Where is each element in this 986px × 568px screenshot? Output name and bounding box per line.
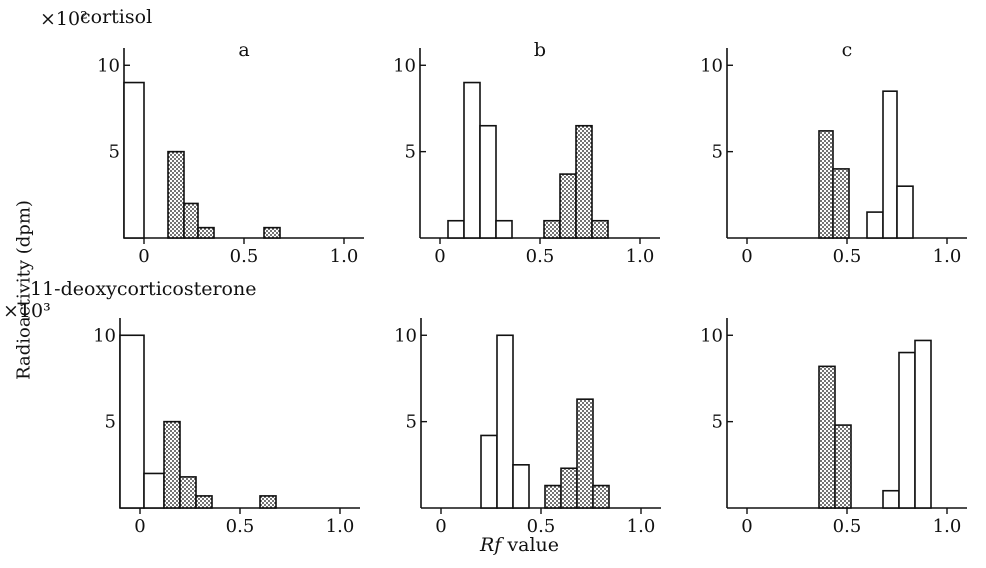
y-tick-label: 5 [405, 142, 416, 163]
histogram-bar-open [123, 81, 145, 239]
histogram-bar-open [882, 90, 898, 239]
x-axis-label: Rf value [480, 534, 559, 556]
y-axis-label: Radioactivity (dpm) [13, 200, 35, 380]
y-tick-label: 10 [394, 325, 417, 346]
x-tick-label: 0.5 [527, 516, 556, 537]
x-tick-label: 0 [741, 246, 752, 267]
histogram-bar-open [143, 472, 165, 509]
histogram-bar-shaded [832, 168, 850, 239]
panel-title: a [238, 39, 249, 61]
histogram-bar-shaded [576, 398, 594, 509]
x-tick-label: 1.0 [326, 516, 355, 537]
x-tick-label: 0 [741, 516, 752, 537]
histogram-bar-open [898, 351, 916, 509]
x-tick-label: 0.5 [230, 246, 259, 267]
histogram-bar-open [495, 219, 513, 239]
histogram-bar-shaded [543, 219, 561, 239]
histogram-bar-shaded [591, 219, 609, 239]
y-tick-label: 5 [406, 412, 417, 433]
histogram-bar-open [496, 334, 514, 509]
histogram-bar-shaded [544, 484, 562, 509]
histogram-bar-shaded [559, 173, 577, 239]
histogram-bar-open [866, 211, 884, 239]
panel-11-deoxycorticosterone-c: 0 0.5 1.0 5 10 [700, 318, 967, 537]
x-tick-label: 0 [134, 516, 145, 537]
histogram-bar-shaded [818, 130, 834, 239]
y-tick-label: 5 [109, 142, 120, 163]
histogram-bar-shaded [259, 495, 277, 509]
panel-title: b [534, 39, 546, 61]
x-axis-label-variable: Rf [480, 534, 502, 556]
y-tick-label: 10 [93, 325, 116, 346]
panel-11-deoxycorticosterone-b: 0 0.5 1.0 5 10 [394, 318, 661, 537]
histogram-bar-open [479, 124, 497, 239]
histogram-bar-shaded [575, 124, 593, 239]
y-tick-label: 10 [393, 55, 416, 76]
x-tick-label: 0.5 [833, 246, 862, 267]
x-tick-label: 1.0 [933, 516, 962, 537]
panel-title: c [842, 39, 853, 61]
row-label-cortisol: cortisol [80, 6, 153, 28]
histogram-panels: 0 0.5 1.0 5 10 a 0 0.5 1.0 5 10 b 0 0.5 1.0 5 10 c 0 0.5 1.0… [93, 39, 967, 537]
histogram-bar-open [463, 81, 481, 239]
histogram-bar-shaded [195, 495, 213, 509]
y-multiplier-deoxycorticosterone: ×10³ [3, 300, 51, 322]
y-tick-label: 5 [712, 142, 723, 163]
histogram-bar-shaded [179, 476, 197, 509]
histogram-bar-shaded [834, 424, 852, 509]
y-tick-label: 10 [700, 325, 723, 346]
panel-cortisol-c: 0 0.5 1.0 5 10 c [700, 39, 967, 267]
histogram-bar-shaded [592, 484, 610, 509]
histogram-bar-shaded [163, 420, 181, 509]
histogram-bar-shaded [560, 467, 578, 509]
x-tick-label: 0 [138, 246, 149, 267]
panel-cortisol-a: 0 0.5 1.0 5 10 a [97, 39, 364, 267]
y-tick-label: 5 [712, 412, 723, 433]
x-tick-label: 1.0 [627, 516, 656, 537]
x-tick-label: 0.5 [526, 246, 555, 267]
histogram-bar-shaded [197, 226, 215, 239]
panel-cortisol-b: 0 0.5 1.0 5 10 b [393, 39, 660, 267]
x-axis-label-rest: value [501, 534, 560, 556]
histogram-bar-shaded [183, 202, 199, 239]
y-multiplier-cortisol: ×10² [40, 8, 88, 30]
x-tick-label: 0 [435, 516, 446, 537]
row-label-deoxycorticosterone: 11-deoxycorticosterone [30, 278, 257, 300]
histogram-bar-shaded [263, 226, 281, 239]
y-tick-label: 10 [97, 55, 120, 76]
histogram-bar-open [447, 219, 465, 239]
histogram-bar-shaded [818, 365, 836, 509]
y-tick-label: 5 [105, 412, 116, 433]
x-tick-label: 1.0 [626, 246, 655, 267]
x-tick-label: 0.5 [226, 516, 255, 537]
histogram-bar-open [914, 339, 932, 509]
y-tick-label: 10 [700, 55, 723, 76]
panel-11-deoxycorticosterone-a: 0 0.5 1.0 5 10 [93, 318, 360, 537]
histogram-bar-open [119, 334, 145, 509]
x-tick-label: 0 [434, 246, 445, 267]
histogram-bar-open [480, 434, 498, 509]
x-tick-label: 1.0 [933, 246, 962, 267]
x-tick-label: 0.5 [833, 516, 862, 537]
histogram-bar-open [896, 185, 914, 239]
histogram-bar-open [882, 489, 900, 509]
histogram-bar-shaded [167, 150, 185, 239]
histogram-bar-open [512, 464, 530, 509]
x-tick-label: 1.0 [330, 246, 359, 267]
